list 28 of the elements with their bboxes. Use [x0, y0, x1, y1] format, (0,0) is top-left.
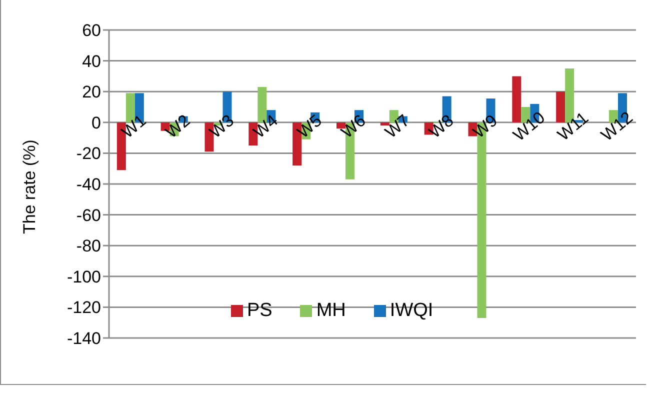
legend-label: MH — [316, 300, 346, 321]
y-tick-label: -80 — [76, 236, 101, 256]
y-tick-label: 0 — [92, 113, 101, 132]
y-tick-label: -100 — [66, 267, 101, 286]
x-tick-label: W11 — [554, 108, 592, 145]
x-tick-label: W5 — [294, 110, 326, 142]
x-tick-label: W2 — [162, 110, 194, 142]
bar — [608, 110, 618, 122]
y-axis-title: The rate (%) — [20, 140, 40, 234]
x-tick-label: W9 — [469, 110, 502, 142]
legend-label: IWQI — [390, 300, 434, 321]
y-tick-label: 60 — [82, 21, 101, 40]
x-tick-label: W6 — [338, 110, 370, 142]
y-tick-label: -60 — [76, 206, 101, 225]
x-tick-label: W1 — [118, 110, 150, 142]
x-tick-label: W3 — [206, 110, 238, 142]
y-tick-label: -20 — [76, 144, 101, 164]
y-tick-label: -120 — [66, 298, 101, 318]
y-tick-label: -140 — [66, 329, 101, 348]
y-tick-label: 40 — [82, 52, 101, 71]
legend-label: PS — [247, 300, 272, 321]
y-tick-label: 20 — [82, 82, 101, 102]
x-tick-label: W10 — [510, 108, 549, 145]
x-tick-label: W8 — [425, 110, 458, 142]
x-tick-label: W7 — [381, 110, 414, 142]
x-tick-label: W12 — [597, 108, 636, 145]
y-tick-label: -40 — [76, 175, 101, 194]
x-tick-label: W4 — [250, 110, 282, 142]
